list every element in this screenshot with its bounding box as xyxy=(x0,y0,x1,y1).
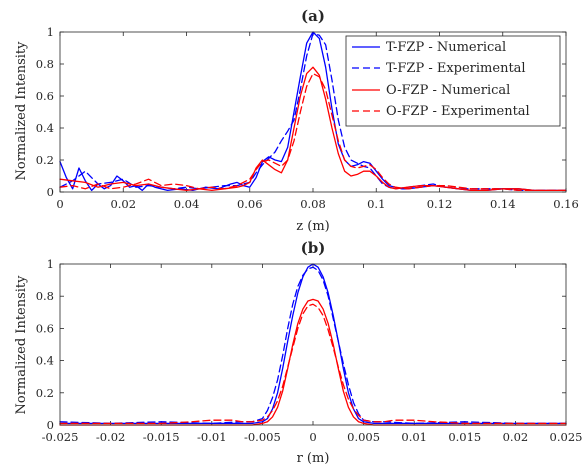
x-tick-label: -0.02 xyxy=(96,430,126,444)
y-tick-label: 1 xyxy=(47,257,54,271)
panel-b-series xyxy=(59,263,567,426)
x-tick-label: 0.16 xyxy=(553,197,579,211)
panel-a-axes-box xyxy=(59,31,567,193)
x-tick-label: -0.015 xyxy=(143,430,180,444)
y-tick-label: 0 xyxy=(47,418,54,432)
series-line-b-2 xyxy=(59,298,567,426)
x-tick-label: 0.06 xyxy=(237,197,263,211)
x-tick-label: 0.14 xyxy=(490,197,516,211)
x-tick-label: 0 xyxy=(309,430,316,444)
y-tick-label: 0.2 xyxy=(36,386,54,400)
legend-label-o-numerical: O-FZP - Numerical xyxy=(386,83,510,98)
y-tick-label: 1 xyxy=(47,25,54,39)
panel-a-series xyxy=(59,31,567,192)
panel-b: (b) Normalized Intensity r (m) -0.025 -0.… xyxy=(14,239,582,466)
series-line-b-3 xyxy=(59,303,567,425)
panel-a: (a) Normalized Intensity z (m) 0 0.02 0.04… xyxy=(14,7,579,234)
x-tick-label: 0.08 xyxy=(300,197,326,211)
y-tick-label: 0.8 xyxy=(36,289,54,303)
y-tick-label: 0.2 xyxy=(36,153,54,167)
series-line-b-0 xyxy=(59,263,567,425)
series-line-a-3 xyxy=(59,72,567,192)
panel-a-ylabel: Normalized Intensity xyxy=(14,41,29,181)
series-line-a-2 xyxy=(59,66,567,192)
x-tick-label: 0.005 xyxy=(347,430,380,444)
x-tick-label: 0.02 xyxy=(503,430,529,444)
legend: T-FZP - Numerical T-FZP - Experimental O… xyxy=(345,35,561,127)
series-line-b-1 xyxy=(59,266,567,425)
x-tick-label: 0.1 xyxy=(367,197,385,211)
legend-label-t-experimental: T-FZP - Experimental xyxy=(386,61,526,76)
panel-a-ticks: 0 0.02 0.04 0.06 0.08 0.1 0.12 0.14 0.16 0 0.2 0.4 0… xyxy=(36,25,579,211)
x-tick-label: -0.01 xyxy=(197,430,227,444)
panel-a-title: (a) xyxy=(301,7,325,25)
x-tick-label: 0.025 xyxy=(550,430,583,444)
legend-box xyxy=(345,35,561,127)
y-tick-label: 0 xyxy=(47,185,54,199)
panel-b-title: (b) xyxy=(301,239,326,257)
legend-label-o-experimental: O-FZP - Experimental xyxy=(386,104,530,119)
x-tick-label: 0.04 xyxy=(174,197,200,211)
legend-label-t-numerical: T-FZP - Numerical xyxy=(386,40,506,55)
y-tick-label: 0.6 xyxy=(36,321,54,335)
panel-b-ticks: -0.025 -0.02 -0.015 -0.01 -0.005 0 0.005 0.01 0.… xyxy=(36,257,583,444)
y-tick-label: 0.8 xyxy=(36,57,54,71)
x-tick-label: 0.02 xyxy=(110,197,136,211)
panel-b-xlabel: r (m) xyxy=(297,451,330,466)
x-tick-label: 0.12 xyxy=(427,197,453,211)
panel-b-ylabel: Normalized Intensity xyxy=(14,275,29,415)
x-tick-label: 0.01 xyxy=(401,430,427,444)
x-tick-label: 0 xyxy=(56,197,63,211)
y-tick-label: 0.4 xyxy=(36,121,54,135)
panel-a-xlabel: z (m) xyxy=(296,219,329,234)
panel-b-axes-box xyxy=(59,263,567,426)
y-tick-label: 0.6 xyxy=(36,89,54,103)
x-tick-label: -0.025 xyxy=(42,430,79,444)
x-tick-label: 0.015 xyxy=(448,430,481,444)
y-tick-label: 0.4 xyxy=(36,354,54,368)
x-tick-label: -0.005 xyxy=(244,430,281,444)
